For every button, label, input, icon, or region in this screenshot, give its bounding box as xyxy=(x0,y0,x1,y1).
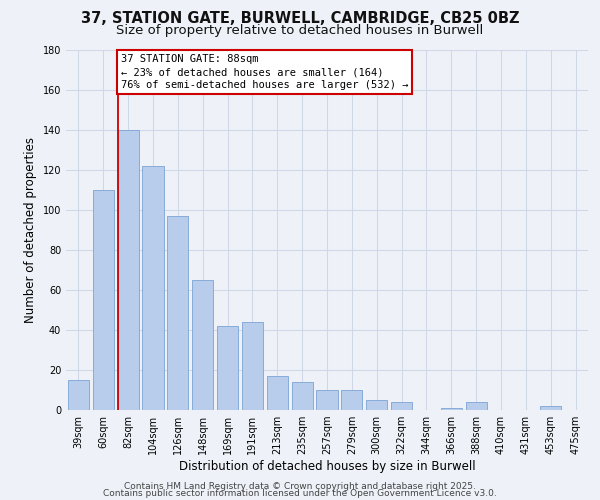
Text: 37 STATION GATE: 88sqm
← 23% of detached houses are smaller (164)
76% of semi-de: 37 STATION GATE: 88sqm ← 23% of detached… xyxy=(121,54,408,90)
Text: Size of property relative to detached houses in Burwell: Size of property relative to detached ho… xyxy=(116,24,484,37)
Bar xyxy=(366,400,387,410)
Bar xyxy=(292,382,313,410)
Bar xyxy=(217,326,238,410)
Bar xyxy=(118,130,139,410)
Bar xyxy=(441,408,462,410)
X-axis label: Distribution of detached houses by size in Burwell: Distribution of detached houses by size … xyxy=(179,460,475,473)
Bar xyxy=(466,402,487,410)
Bar xyxy=(267,376,288,410)
Bar xyxy=(316,390,338,410)
Bar xyxy=(142,166,164,410)
Bar xyxy=(341,390,362,410)
Text: Contains HM Land Registry data © Crown copyright and database right 2025.: Contains HM Land Registry data © Crown c… xyxy=(124,482,476,491)
Bar xyxy=(68,380,89,410)
Y-axis label: Number of detached properties: Number of detached properties xyxy=(24,137,37,323)
Bar xyxy=(242,322,263,410)
Text: Contains public sector information licensed under the Open Government Licence v3: Contains public sector information licen… xyxy=(103,489,497,498)
Bar xyxy=(192,280,213,410)
Bar xyxy=(93,190,114,410)
Bar xyxy=(391,402,412,410)
Bar xyxy=(540,406,561,410)
Bar xyxy=(167,216,188,410)
Text: 37, STATION GATE, BURWELL, CAMBRIDGE, CB25 0BZ: 37, STATION GATE, BURWELL, CAMBRIDGE, CB… xyxy=(81,11,519,26)
